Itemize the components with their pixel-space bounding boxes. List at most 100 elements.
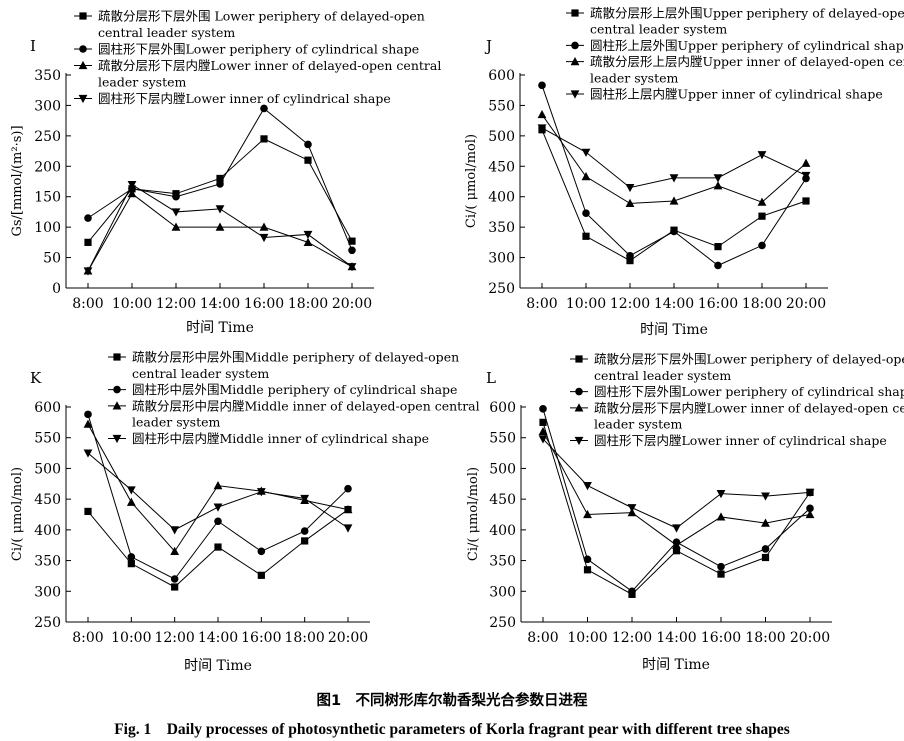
legend: 疏散分层形中层外围Middle periphery of delayed-ope… (108, 350, 480, 446)
data-point (538, 426, 548, 436)
data-point (761, 545, 770, 553)
x-tick-label: 20:00 (332, 296, 372, 312)
data-point (757, 151, 767, 160)
data-point (758, 241, 766, 250)
chart-panel-I: 0 50 100 150 200 250 300 350 8:00 10:00 12:00 14:00… (10, 9, 441, 337)
x-axis-title: 时间 Time (186, 320, 254, 336)
y-tick-label: 550 (489, 431, 516, 447)
data-point (343, 524, 353, 533)
x-tick-label: 10:00 (111, 630, 151, 646)
data-point (301, 537, 309, 545)
data-point (260, 104, 268, 113)
x-tick-label: 20:00 (328, 630, 368, 646)
data-point (216, 180, 224, 188)
x-tick-label: 18:00 (288, 296, 328, 312)
data-point (806, 504, 814, 513)
x-tick-label: 8:00 (72, 630, 103, 646)
series-line (542, 438, 811, 529)
data-point (538, 81, 546, 90)
y-tick-label: 250 (488, 281, 515, 297)
y-tick-label: 250 (34, 129, 61, 145)
y-tick-label: 450 (489, 492, 516, 508)
data-point (583, 509, 592, 519)
data-point (343, 504, 353, 514)
y-tick-label: 500 (488, 129, 515, 145)
panel-label: L (486, 369, 496, 387)
x-tick-label: 20:00 (786, 296, 826, 312)
x-tick-label: 16:00 (698, 296, 738, 312)
y-tick-label: 50 (43, 251, 61, 267)
y-axis-title: Ci/( μmol/mol) (466, 467, 481, 561)
x-tick-label: 14:00 (656, 630, 696, 646)
y-tick-label: 300 (489, 584, 516, 600)
series-4 (83, 449, 353, 535)
x-tick-label: 16:00 (241, 630, 281, 646)
series-4 (83, 180, 357, 276)
x-tick-label: 14:00 (654, 296, 694, 312)
data-point (170, 575, 179, 583)
data-point (714, 243, 722, 251)
chart-panel-L: 250 300 350 400 450 500 550 600 8:00 10:00 12:00 14… (466, 352, 904, 674)
data-point (127, 180, 137, 190)
y-tick-label: 350 (489, 554, 516, 570)
legend-label: 疏散分层形中层外围Middle periphery of delayed-ope… (132, 350, 459, 365)
x-tick-label: 10:00 (566, 296, 606, 312)
legend-label: leader system (590, 70, 679, 85)
data-point (347, 263, 357, 272)
data-point (669, 174, 679, 183)
legend-label: leader system (594, 417, 683, 432)
data-point (348, 246, 356, 255)
data-point (83, 449, 93, 458)
data-point (260, 135, 268, 143)
data-point (714, 261, 722, 270)
data-point (84, 238, 92, 246)
series-3 (83, 189, 357, 275)
y-tick-label: 550 (488, 98, 515, 114)
y-tick-label: 550 (34, 431, 61, 447)
data-point (716, 490, 726, 499)
legend-marker (574, 436, 584, 446)
legend-marker (112, 434, 122, 444)
y-tick-label: 300 (34, 584, 61, 600)
data-point (300, 527, 309, 535)
legend-label: 疏散分层形下层内膛Lower inner of delayed-open cen… (594, 400, 904, 415)
legend-label: 疏散分层形上层内膛Upper inner of delayed-open cen… (590, 54, 904, 69)
data-point (213, 503, 223, 512)
chart-panel-K: 250 300 350 400 450 500 550 600 8:00 10:00 12:00 14… (10, 350, 480, 675)
data-point (537, 124, 547, 133)
series-line (542, 422, 811, 595)
y-tick-label: 350 (34, 68, 61, 84)
data-point (761, 492, 770, 501)
data-point (581, 148, 591, 157)
data-point (84, 410, 92, 419)
data-point (672, 524, 681, 533)
series-4 (537, 124, 811, 193)
legend-label: 疏散分层形下层外围Lower periphery of delayed-open (594, 352, 904, 367)
panel-label: K (30, 369, 42, 387)
y-tick-label: 500 (34, 461, 61, 477)
data-point (215, 205, 225, 214)
x-tick-label: 16:00 (701, 630, 741, 646)
data-point (669, 196, 679, 205)
panel-label: I (30, 37, 36, 55)
data-point (127, 553, 136, 561)
legend-marker (571, 9, 579, 17)
legend-marker (575, 355, 583, 363)
data-point (303, 237, 313, 246)
legend-label: 圆柱形上层内膛Upper inner of cylindrical shape (590, 87, 883, 102)
legend-label: central leader system (98, 25, 235, 40)
legend-marker (113, 385, 121, 394)
data-point (304, 140, 312, 149)
legend-label: 圆柱形下层外围Lower periphery of cylindrical sh… (594, 384, 904, 399)
y-tick-label: 0 (52, 281, 61, 297)
series-2 (84, 410, 352, 583)
data-point (171, 208, 181, 217)
y-tick-label: 450 (34, 492, 61, 508)
legend-label: 疏散分层形下层内膛Lower inner of delayed-open cen… (98, 58, 441, 73)
y-tick-label: 600 (489, 400, 516, 416)
data-point (583, 566, 592, 574)
legend-marker (112, 401, 122, 410)
data-point (126, 486, 136, 495)
data-point (300, 494, 310, 504)
y-axis-title: Gs/[mmol/(m²·s)] (10, 125, 25, 236)
